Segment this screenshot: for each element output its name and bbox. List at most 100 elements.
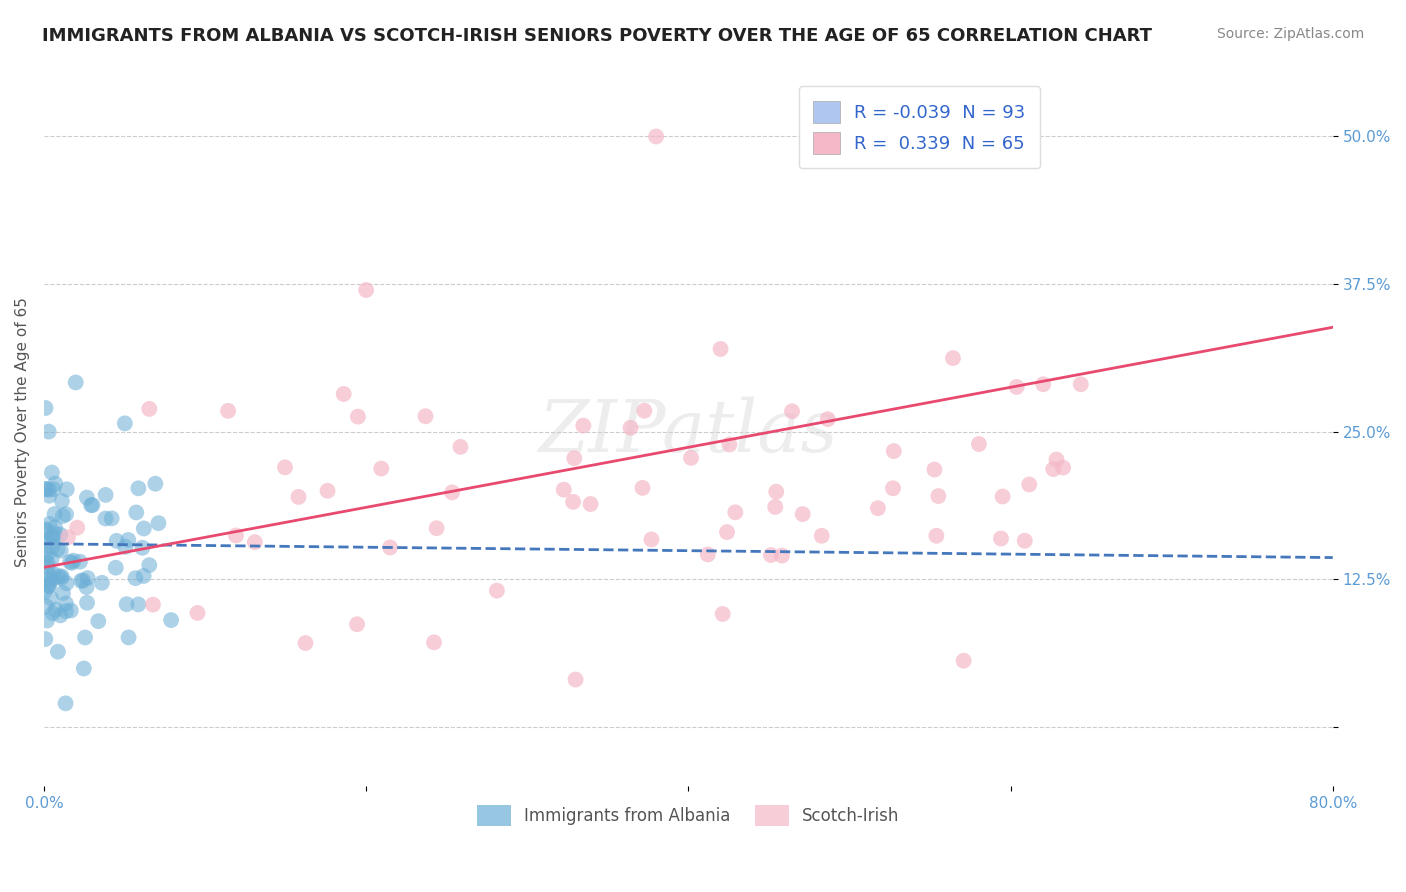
Point [967,437,990,451]
Point [55,576,77,591]
Point [104,560,127,574]
Point [679,450,702,465]
Point [724,505,747,519]
Point [75,631,97,645]
Point [42,531,65,545]
Point [41,466,63,480]
Point [138,401,160,416]
Point [48,569,70,583]
Point [44,526,66,541]
Point [87,614,110,628]
Point [709,342,731,356]
Point [90,575,112,590]
Point [562,451,585,466]
Point [82,498,104,512]
Point [38,567,60,582]
Point [143,476,166,491]
Point [34,551,56,566]
Point [883,444,905,458]
Point [817,412,839,426]
Point [225,528,247,542]
Point [316,483,339,498]
Point [765,484,787,499]
Point [41,573,63,587]
Point [38,483,60,497]
Point [346,617,368,632]
Point [105,533,128,548]
Point [633,403,655,417]
Point [34,482,56,496]
Point [866,501,889,516]
Point [42,482,65,496]
Point [35,524,58,538]
Point [718,437,741,451]
Text: Source: ZipAtlas.com: Source: ZipAtlas.com [1216,27,1364,41]
Point [125,506,148,520]
Point [35,482,58,496]
Point [76,596,98,610]
Point [770,549,793,563]
Point [640,533,662,547]
Point [347,409,370,424]
Point [562,495,585,509]
Point [41,607,63,621]
Point [45,603,67,617]
Point [34,533,56,547]
Point [1018,477,1040,491]
Point [243,535,266,549]
Point [76,571,98,585]
Point [42,567,65,582]
Point [100,511,122,525]
Point [38,516,60,531]
Point [44,520,66,534]
Point [55,483,77,497]
Point [924,462,946,476]
Point [763,500,786,514]
Point [990,532,1012,546]
Point [117,533,139,547]
Point [39,591,62,606]
Point [127,481,149,495]
Point [49,543,72,558]
Point [882,481,904,495]
Point [52,509,75,524]
Point [441,485,464,500]
Point [38,579,60,593]
Point [52,586,75,600]
Point [354,283,377,297]
Point [60,556,83,570]
Point [132,569,155,583]
Point [117,631,139,645]
Point [792,507,814,521]
Point [148,516,170,531]
Point [810,529,832,543]
Point [49,527,72,541]
Point [1005,380,1028,394]
Point [35,614,58,628]
Point [1042,462,1064,476]
Point [94,511,117,525]
Point [51,571,73,585]
Point [564,673,586,687]
Point [1052,460,1074,475]
Point [759,548,782,562]
Point [287,490,309,504]
Point [952,654,974,668]
Point [49,608,72,623]
Point [160,613,183,627]
Y-axis label: Seniors Poverty Over the Age of 65: Seniors Poverty Over the Age of 65 [15,297,30,566]
Point [114,417,136,431]
Point [44,476,66,491]
Point [572,418,595,433]
Point [56,530,79,544]
Point [423,635,446,649]
Point [35,522,58,536]
Point [72,574,94,588]
Point [37,577,59,591]
Point [46,542,69,557]
Point [38,579,60,593]
Point [37,572,59,586]
Point [73,661,96,675]
Point [70,574,93,588]
Text: ZIPatlas: ZIPatlas [538,396,838,467]
